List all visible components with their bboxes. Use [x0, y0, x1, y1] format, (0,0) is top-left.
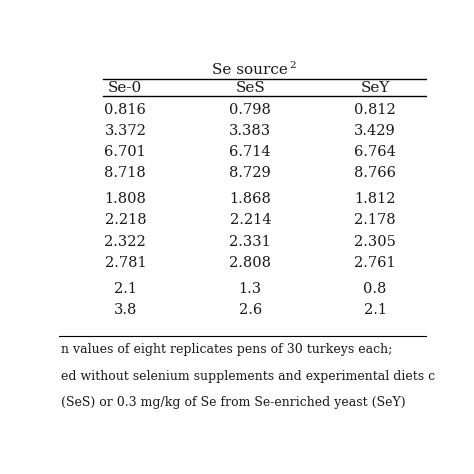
Text: 6.764: 6.764 [354, 145, 396, 159]
Text: (SeS) or 0.3 mg/kg of Se from Se-enriched yeast (SeY): (SeS) or 0.3 mg/kg of Se from Se-enriche… [61, 396, 406, 409]
Text: 3.8: 3.8 [114, 303, 137, 317]
Text: 0.8: 0.8 [364, 282, 387, 296]
Text: 1.808: 1.808 [104, 192, 146, 206]
Text: 1.868: 1.868 [229, 192, 271, 206]
Text: 1.812: 1.812 [355, 192, 396, 206]
Text: 8.729: 8.729 [229, 166, 271, 180]
Text: 2: 2 [289, 61, 295, 70]
Text: n values of eight replicates pens of 30 turkeys each;: n values of eight replicates pens of 30 … [61, 343, 392, 356]
Text: 6.714: 6.714 [229, 145, 271, 159]
Text: 2.781: 2.781 [105, 256, 146, 270]
Text: 2.1: 2.1 [364, 303, 387, 317]
Text: 2.761: 2.761 [355, 256, 396, 270]
Text: 2.178: 2.178 [355, 213, 396, 228]
Text: 2.6: 2.6 [238, 303, 262, 317]
Text: ed without selenium supplements and experimental diets c: ed without selenium supplements and expe… [61, 370, 435, 383]
Text: 3.383: 3.383 [229, 124, 271, 138]
Text: 8.766: 8.766 [354, 166, 396, 180]
Text: 8.718: 8.718 [104, 166, 146, 180]
Text: 6.701: 6.701 [104, 145, 146, 159]
Text: 0.798: 0.798 [229, 103, 271, 117]
Text: 2.808: 2.808 [229, 256, 271, 270]
Text: 2.214: 2.214 [229, 213, 271, 228]
Text: 2.305: 2.305 [354, 235, 396, 248]
Text: 2.1: 2.1 [114, 282, 137, 296]
Text: 0.812: 0.812 [354, 103, 396, 117]
Text: 2.331: 2.331 [229, 235, 271, 248]
Text: 2.218: 2.218 [105, 213, 146, 228]
Text: 3.372: 3.372 [104, 124, 146, 138]
Text: 2.322: 2.322 [104, 235, 146, 248]
Text: Se-0: Se-0 [108, 81, 143, 95]
Text: Se source: Se source [212, 63, 288, 77]
Text: 1.3: 1.3 [239, 282, 262, 296]
Text: 0.816: 0.816 [104, 103, 146, 117]
Text: SeS: SeS [236, 81, 265, 95]
Text: 3.429: 3.429 [354, 124, 396, 138]
Text: SeY: SeY [361, 81, 390, 95]
